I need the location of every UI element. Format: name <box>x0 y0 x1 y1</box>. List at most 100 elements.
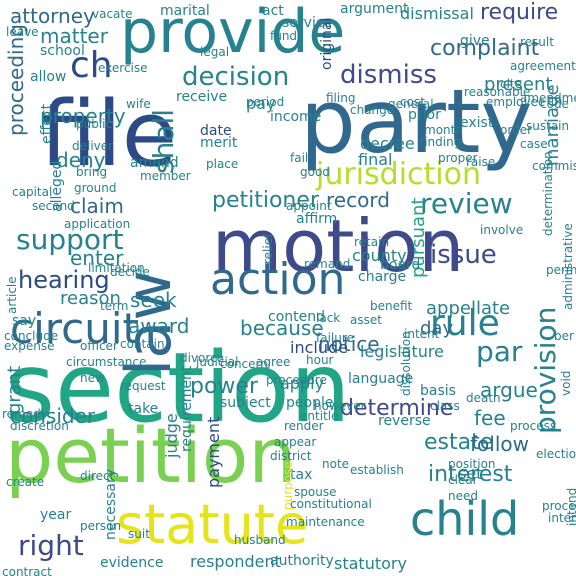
word-set: set <box>458 464 483 483</box>
word-income: income <box>270 109 322 125</box>
word-act: act <box>262 3 284 19</box>
word-second: second <box>32 199 75 213</box>
word-par: par <box>476 335 523 368</box>
word-cost: cost <box>400 95 425 109</box>
word-hearing: hearing <box>18 266 110 294</box>
word-decision: decision <box>182 62 290 92</box>
word-however: however <box>314 399 366 413</box>
word-sustain: sustain <box>526 119 570 133</box>
word-proceeding: proceeding <box>4 24 28 136</box>
word-seek: seek <box>130 288 177 312</box>
word-argue: argue <box>480 378 538 402</box>
word-support: support <box>16 223 124 256</box>
word-date: date <box>200 123 232 139</box>
word-give: give <box>460 33 490 49</box>
word-ber: ber <box>554 329 574 343</box>
word-property: property <box>40 104 126 128</box>
word-case: case <box>520 137 548 151</box>
word-concern: concern <box>220 357 268 371</box>
word-leave: leave <box>6 25 39 39</box>
word-constitutional: constitutional <box>290 497 372 511</box>
word-appear: appear <box>274 435 317 449</box>
word-tax: tax <box>290 467 313 483</box>
word-render: render <box>284 419 324 433</box>
word-provision: provision <box>529 306 562 434</box>
word-requirement: requirement <box>179 365 195 452</box>
word-ground: ground <box>74 181 117 195</box>
word-matter: matter <box>40 24 108 48</box>
word-say: say <box>12 313 37 329</box>
word-election: election <box>536 447 576 461</box>
word-effect: effect <box>39 103 55 144</box>
word-basis: basis <box>420 383 456 399</box>
word-death: death <box>466 391 501 405</box>
word-reasonable: reasonable <box>464 85 531 99</box>
word-procedure: procedure <box>266 373 327 387</box>
word-rule: rule <box>430 303 500 344</box>
word-determination: determination <box>541 151 555 236</box>
word-reason: reason <box>60 288 121 309</box>
word-consider: consider <box>10 404 96 428</box>
word-decree: decree <box>360 134 415 153</box>
word-involve: involve <box>480 223 524 237</box>
word-change: change <box>350 103 395 117</box>
word-follow: follow <box>470 432 529 456</box>
word-divorce: divorce <box>180 351 225 365</box>
word-petition: petition <box>5 411 297 500</box>
word-process: process <box>510 419 557 433</box>
word-because: because <box>240 316 324 340</box>
word-decide: decide <box>110 265 150 279</box>
word-maintenance: maintenance <box>286 515 365 529</box>
word-place: place <box>206 157 239 171</box>
word-dismissal: dismissal <box>400 4 474 23</box>
word-final: final <box>358 150 393 169</box>
word-estate: estate <box>424 430 494 455</box>
word-asset: asset <box>350 313 382 327</box>
word-result: result <box>520 35 554 49</box>
word-benefit: benefit <box>370 299 413 313</box>
word-require: require <box>480 0 559 25</box>
word-prior: prior <box>408 107 441 123</box>
word-clear: clear <box>448 473 478 487</box>
word-month: month <box>424 123 463 137</box>
word-child: child <box>410 492 520 546</box>
word-wife: wife <box>126 97 151 111</box>
word-legislature: legislature <box>360 342 444 361</box>
word-payment: payment <box>204 416 223 488</box>
word-amendment: amendment <box>520 91 576 105</box>
word-lack: lack <box>316 311 341 325</box>
word-contend: contend <box>268 309 325 325</box>
word-include: include <box>290 338 348 357</box>
word-agreement: agreement <box>510 59 576 73</box>
word-present: present <box>484 74 553 95</box>
word-public: public <box>76 117 113 131</box>
word-class: class <box>430 399 460 413</box>
word-entitle: entitle <box>300 409 339 423</box>
word-note: note <box>322 457 350 471</box>
word-merit: merit <box>200 135 238 151</box>
word-term: term <box>100 299 129 313</box>
word-legal: legal <box>200 45 230 59</box>
word-take: take <box>128 401 159 417</box>
word-record: record <box>326 188 390 212</box>
word-deny: deny <box>56 148 106 172</box>
word-suit: suit <box>128 527 150 541</box>
word-vacate: vacate <box>92 7 133 21</box>
word-pay: pay <box>246 94 276 113</box>
word-dismiss: dismiss <box>340 60 437 90</box>
word-county: county <box>352 246 407 265</box>
word-relief: relief <box>261 233 275 264</box>
word-need: need <box>448 489 478 503</box>
word-language: language <box>348 371 414 387</box>
word-service: service <box>282 15 333 31</box>
word-attorney: attorney <box>10 4 95 28</box>
word-request: request <box>120 379 166 393</box>
word-remand: remand <box>304 257 351 271</box>
word-statute: statute <box>116 493 309 556</box>
word-provide: provide <box>120 0 346 67</box>
word-intent: intent <box>404 327 440 341</box>
word-period: period <box>246 95 285 109</box>
word-affirm: affirm <box>296 211 338 227</box>
word-people: people <box>286 395 334 411</box>
